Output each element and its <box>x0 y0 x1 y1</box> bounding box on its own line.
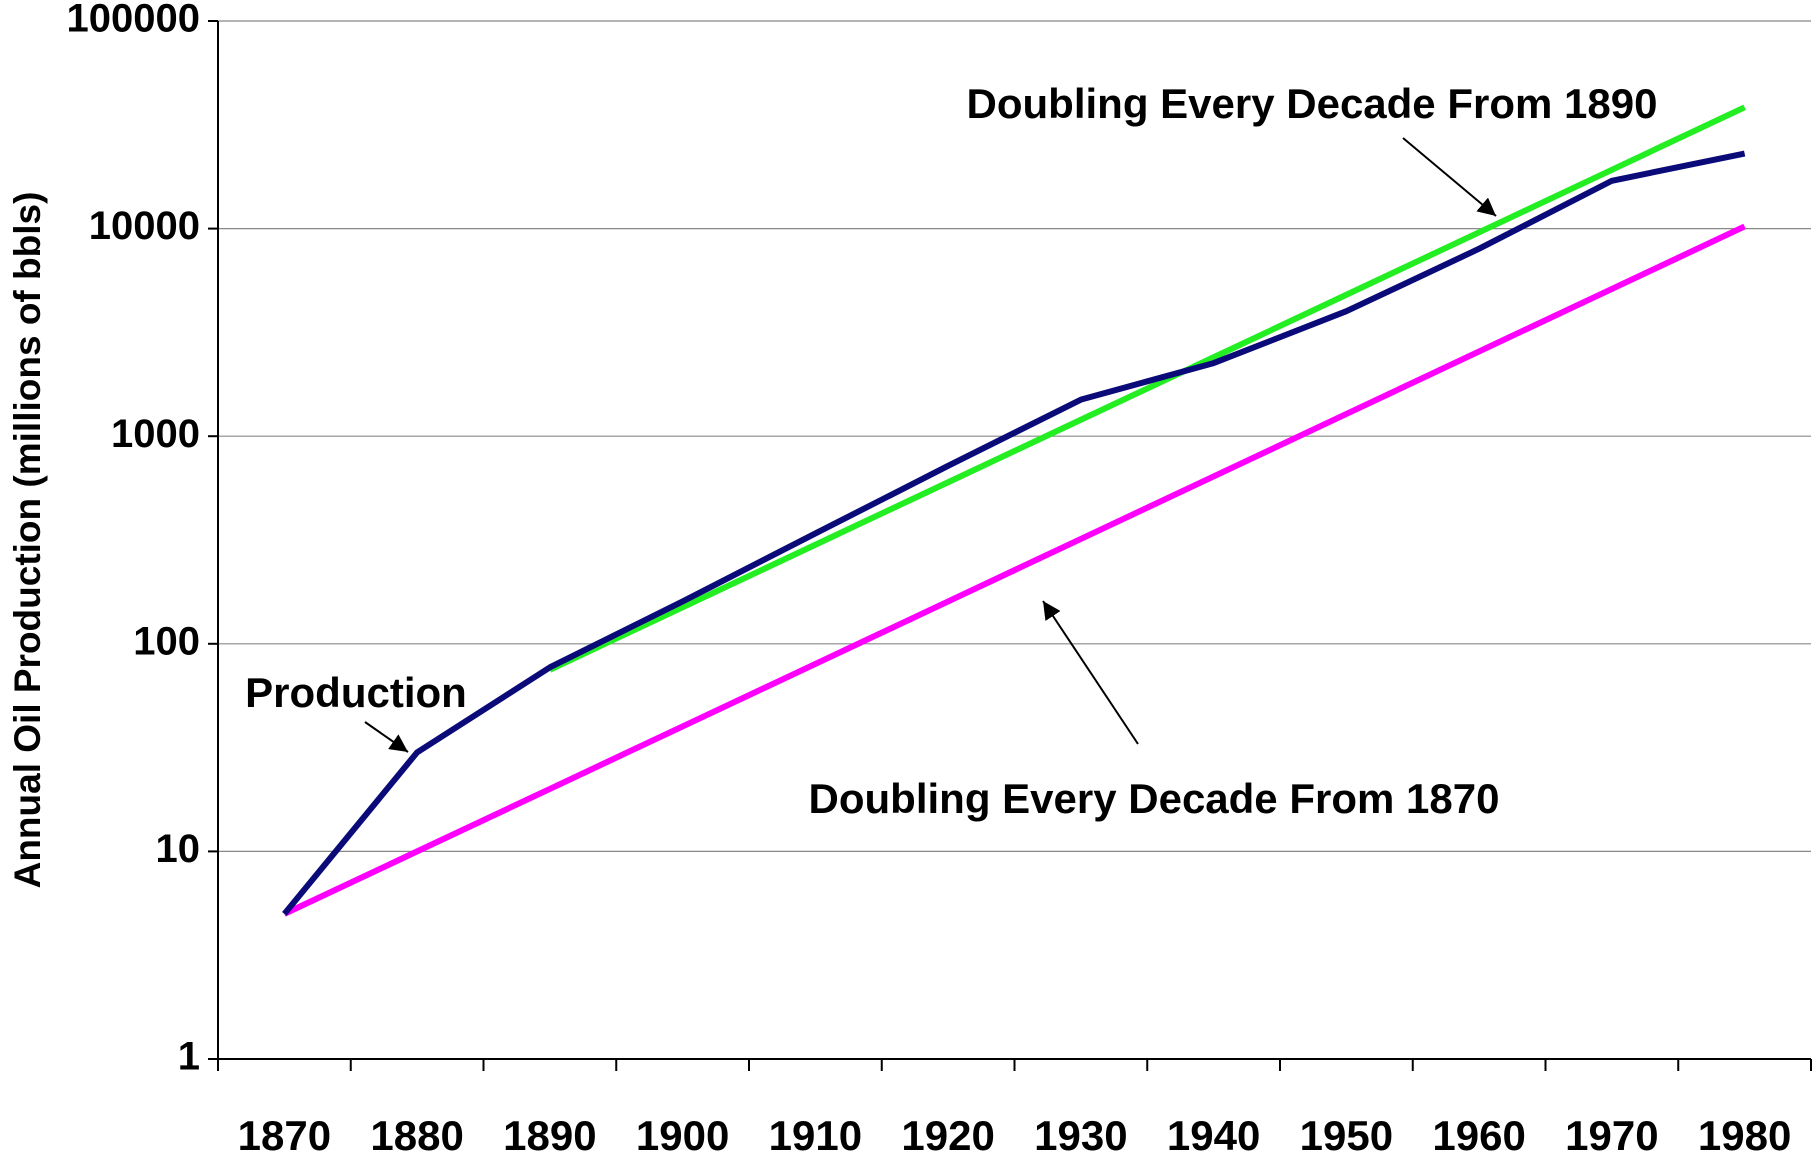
y-tick-label: 100000 <box>67 0 200 41</box>
series-line <box>282 150 1746 916</box>
x-tick-label: 1920 <box>901 1112 994 1159</box>
x-tick-label: 1970 <box>1565 1112 1658 1159</box>
x-tick-label: 1980 <box>1698 1112 1791 1159</box>
x-tick-label: 1940 <box>1167 1112 1260 1159</box>
annotation-arrow <box>364 721 409 753</box>
x-tick-label: 1880 <box>370 1112 463 1159</box>
x-tick-label: 1870 <box>238 1112 331 1159</box>
y-tick-label: 1 <box>178 1035 200 1079</box>
x-tick-label: 1890 <box>503 1112 596 1159</box>
y-axis-label: Annual Oil Production (millions of bbls) <box>7 192 48 889</box>
annotation: Doubling Every Decade From 1870 <box>809 775 1500 822</box>
y-tick-label: 10 <box>156 827 201 871</box>
x-tick-label: 1960 <box>1432 1112 1525 1159</box>
y-tick-label: 100 <box>133 619 200 663</box>
y-tick-label: 1000 <box>111 412 200 456</box>
annotation: Doubling Every Decade From 1890 <box>967 80 1658 127</box>
annotation: Production <box>245 669 467 716</box>
x-tick-label: 1900 <box>636 1112 729 1159</box>
series-line <box>548 104 1746 673</box>
x-tick-label: 1930 <box>1034 1112 1127 1159</box>
annotation-arrow <box>1042 600 1139 745</box>
y-tick-label: 10000 <box>89 204 200 248</box>
annotation-arrow <box>1402 137 1497 217</box>
x-tick-label: 1950 <box>1300 1112 1393 1159</box>
x-tick-label: 1910 <box>769 1112 862 1159</box>
series-line <box>283 223 1746 917</box>
